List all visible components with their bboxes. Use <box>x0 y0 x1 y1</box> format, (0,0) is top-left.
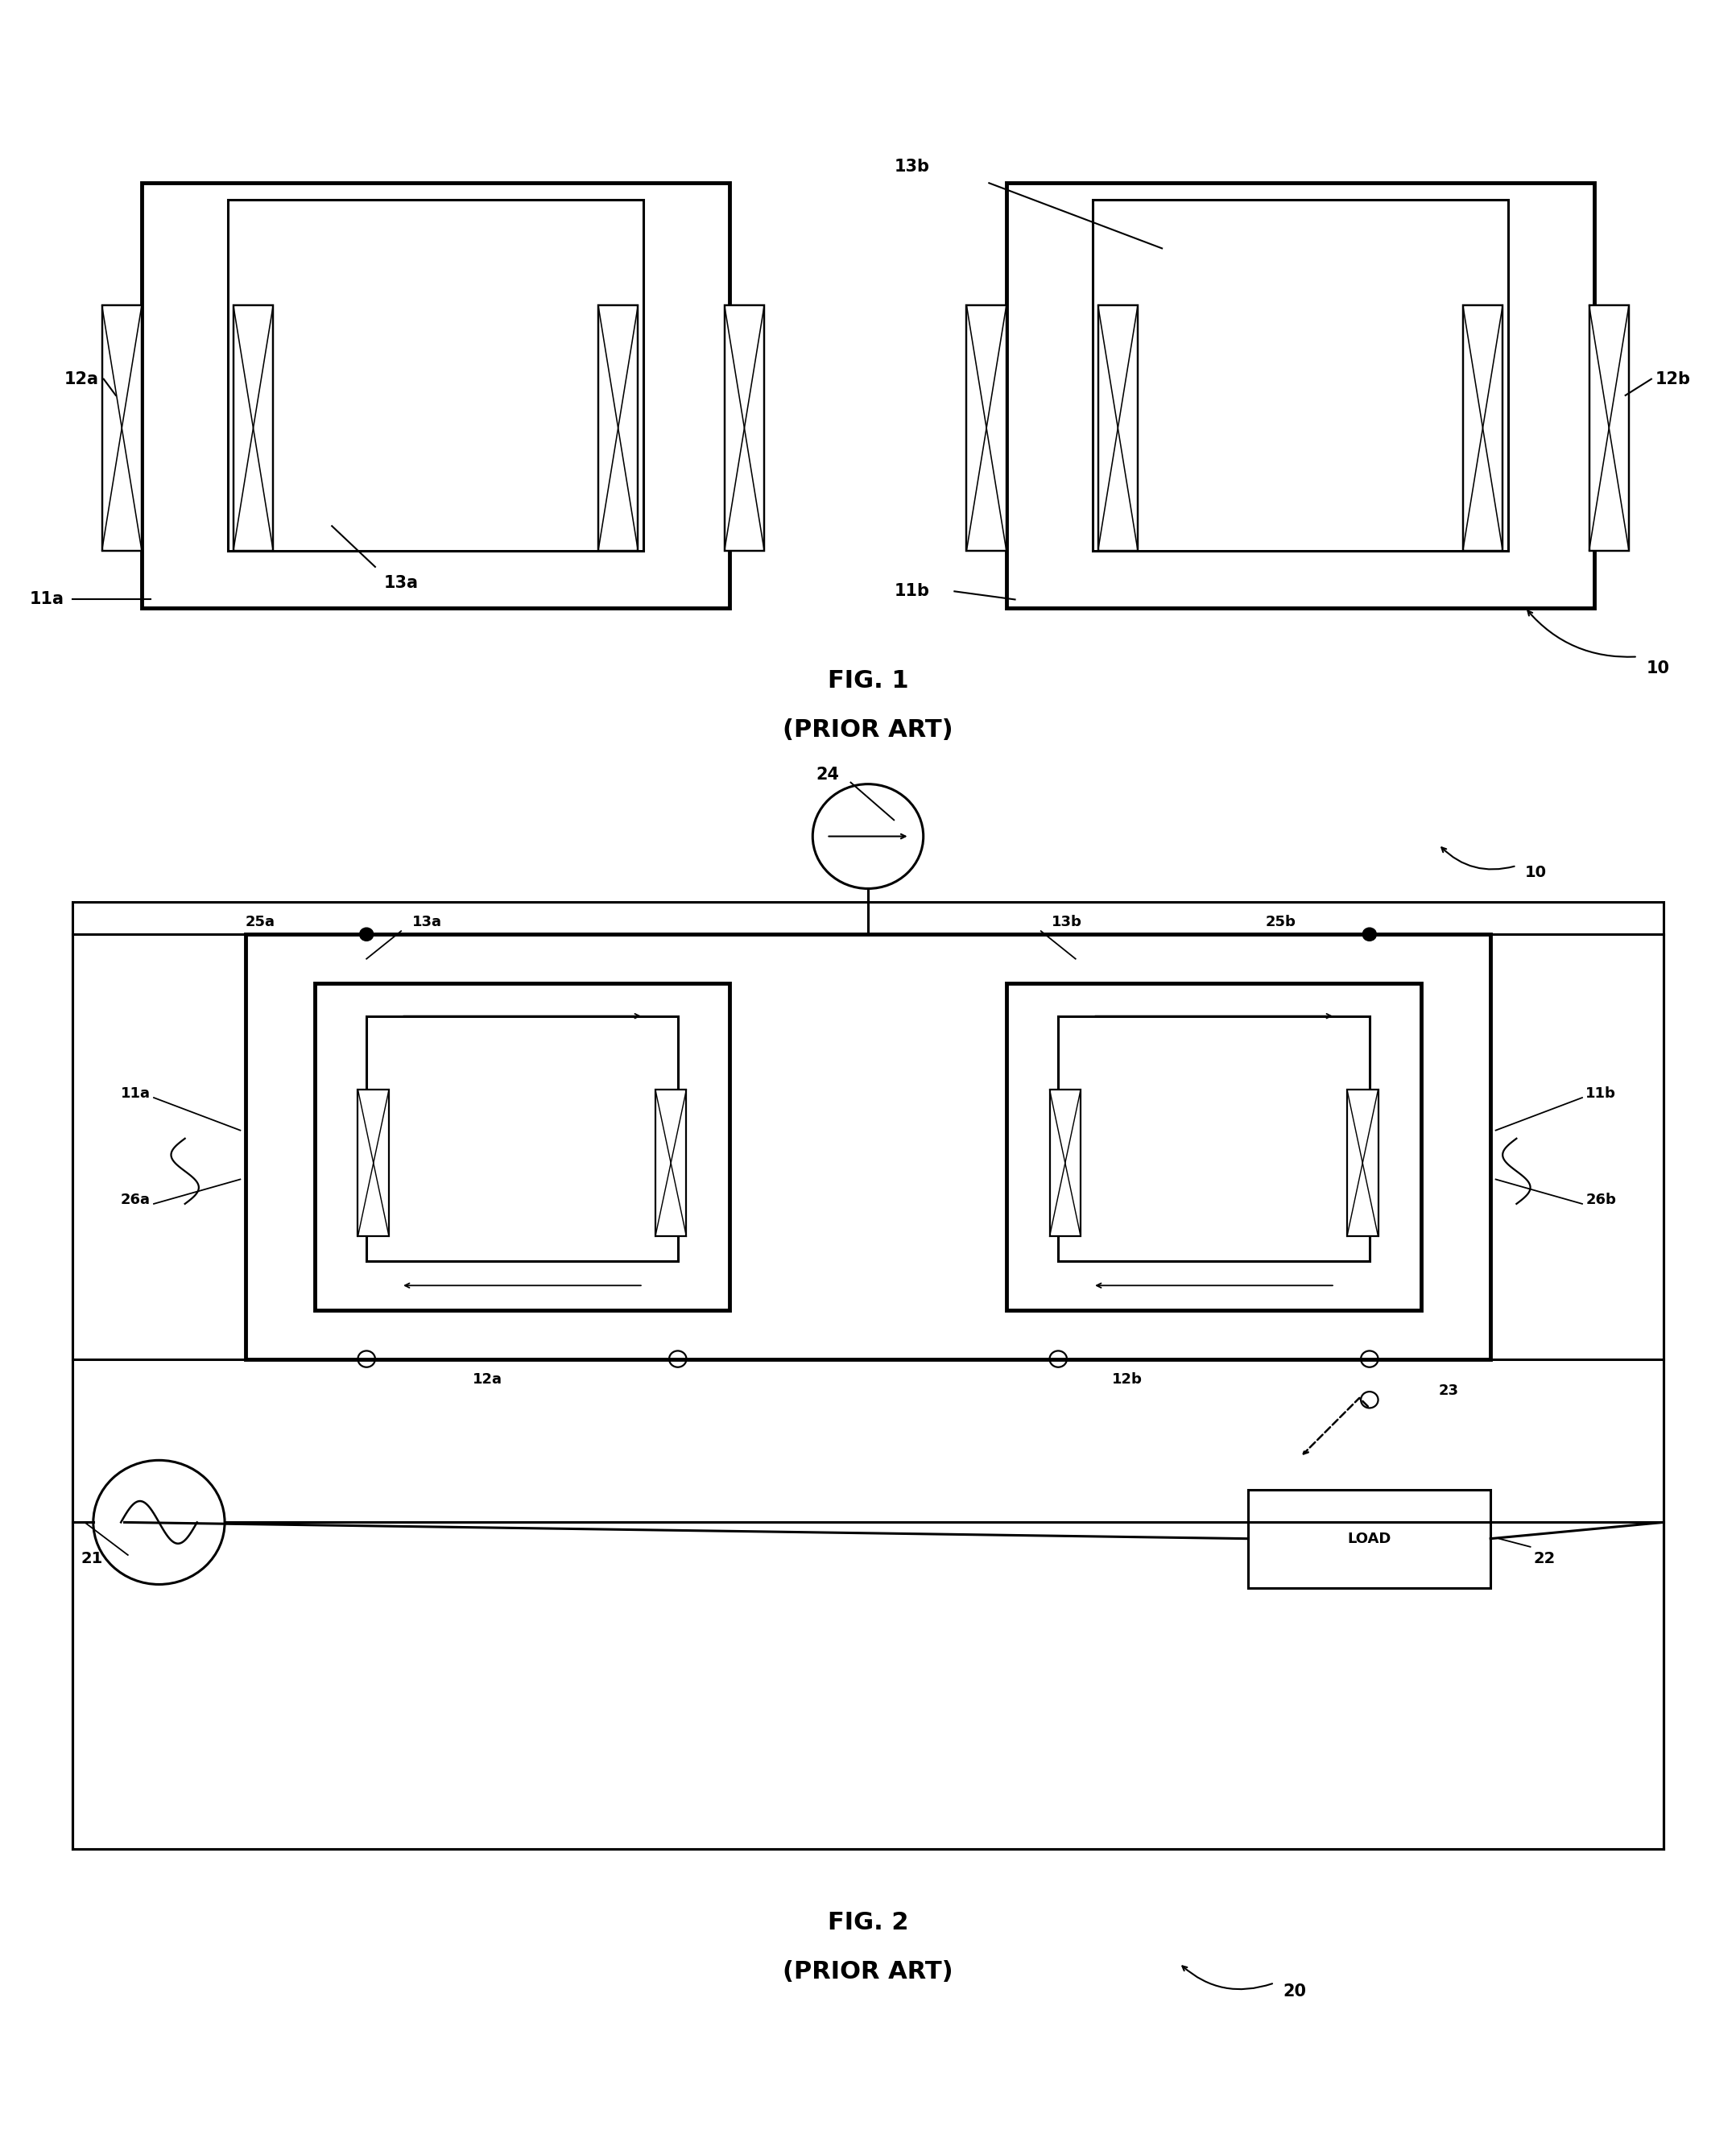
Circle shape <box>359 929 373 941</box>
Bar <box>73 901 1663 1849</box>
Text: 10: 10 <box>1526 865 1547 880</box>
Bar <box>1050 1091 1082 1238</box>
Text: 10: 10 <box>1646 660 1670 675</box>
Text: 24: 24 <box>816 767 840 782</box>
Text: 20: 20 <box>1283 1983 1307 2000</box>
Text: 13b: 13b <box>1052 916 1082 929</box>
Bar <box>1248 1489 1491 1587</box>
Bar <box>245 935 1491 1359</box>
Text: (PRIOR ART): (PRIOR ART) <box>783 1960 953 1983</box>
Bar <box>967 305 1007 550</box>
Bar <box>1059 1016 1370 1261</box>
Text: 12b: 12b <box>1113 1372 1142 1387</box>
Text: 13b: 13b <box>894 158 929 175</box>
Text: 12a: 12a <box>64 371 99 388</box>
Bar <box>142 183 729 607</box>
Text: (PRIOR ART): (PRIOR ART) <box>783 718 953 741</box>
Text: FIG. 2: FIG. 2 <box>828 1911 908 1934</box>
Text: FIG. 1: FIG. 1 <box>828 669 908 692</box>
Bar <box>654 1091 686 1238</box>
Bar <box>314 984 729 1310</box>
Text: 26b: 26b <box>1585 1193 1616 1208</box>
Bar <box>1588 305 1628 550</box>
Bar <box>1092 200 1509 550</box>
Bar <box>724 305 764 550</box>
Text: LOAD: LOAD <box>1347 1531 1391 1546</box>
Bar <box>358 1091 389 1238</box>
Text: 12b: 12b <box>1654 371 1691 388</box>
Text: 25b: 25b <box>1266 916 1297 929</box>
Text: 13a: 13a <box>384 575 418 592</box>
Text: 21: 21 <box>82 1551 102 1566</box>
Bar <box>233 305 273 550</box>
Bar <box>1007 183 1594 607</box>
Bar <box>366 1016 677 1261</box>
Text: 11a: 11a <box>120 1086 151 1101</box>
Text: 22: 22 <box>1535 1551 1555 1566</box>
Text: 13a: 13a <box>411 916 443 929</box>
Bar <box>102 305 142 550</box>
Bar <box>1347 1091 1378 1238</box>
Bar <box>227 200 644 550</box>
Text: 11a: 11a <box>30 592 64 607</box>
Text: 11b: 11b <box>1585 1086 1616 1101</box>
Text: 11b: 11b <box>894 584 929 599</box>
Bar <box>599 305 639 550</box>
Text: 23: 23 <box>1439 1384 1458 1397</box>
Bar <box>1097 305 1137 550</box>
Text: 12a: 12a <box>472 1372 502 1387</box>
Bar <box>1007 984 1422 1310</box>
Circle shape <box>1363 929 1377 941</box>
Text: 25a: 25a <box>245 916 276 929</box>
Text: 26a: 26a <box>120 1193 151 1208</box>
Bar <box>1463 305 1503 550</box>
